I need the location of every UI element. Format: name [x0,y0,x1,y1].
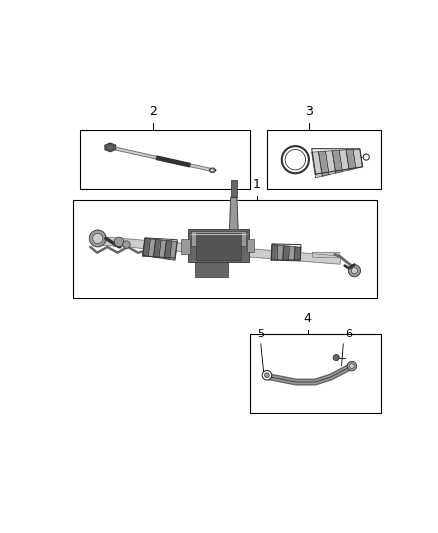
Polygon shape [346,149,356,170]
Polygon shape [353,149,363,168]
Polygon shape [110,146,210,171]
Text: 4: 4 [304,312,311,325]
Bar [195,262,228,277]
Polygon shape [159,240,166,259]
FancyBboxPatch shape [188,229,249,262]
Text: 2: 2 [149,105,157,118]
Bar [181,239,190,254]
Circle shape [89,230,106,247]
Circle shape [350,364,354,368]
Polygon shape [332,150,343,173]
Bar [231,180,237,197]
Circle shape [114,237,124,247]
Circle shape [92,233,103,244]
Polygon shape [105,143,116,152]
Polygon shape [170,241,177,260]
Polygon shape [318,151,329,176]
Circle shape [285,150,306,170]
Bar [250,334,381,414]
Polygon shape [230,197,238,229]
Circle shape [123,241,130,248]
Bar [267,130,381,189]
Polygon shape [148,239,155,257]
Polygon shape [339,150,349,172]
Circle shape [347,361,357,371]
Polygon shape [143,238,150,256]
Text: 1: 1 [253,178,261,191]
Circle shape [363,154,369,160]
Polygon shape [156,156,190,167]
Circle shape [262,370,272,380]
Circle shape [348,264,360,277]
Circle shape [351,268,357,274]
Bar [247,239,254,252]
Text: 5: 5 [257,329,264,339]
Bar [74,199,377,298]
Polygon shape [209,168,215,172]
Polygon shape [294,247,301,260]
Polygon shape [154,239,161,258]
Bar [80,130,250,189]
Polygon shape [164,240,172,259]
Polygon shape [96,237,341,264]
Bar [197,233,240,260]
Polygon shape [312,152,322,177]
Text: 3: 3 [305,105,313,118]
Polygon shape [325,151,336,175]
Polygon shape [312,252,339,257]
Polygon shape [283,246,289,260]
Polygon shape [271,245,278,260]
Polygon shape [277,245,283,260]
Polygon shape [289,246,295,260]
Circle shape [265,373,269,377]
Circle shape [282,146,309,173]
Bar [191,231,246,246]
Text: 6: 6 [345,329,352,339]
Circle shape [333,354,339,361]
